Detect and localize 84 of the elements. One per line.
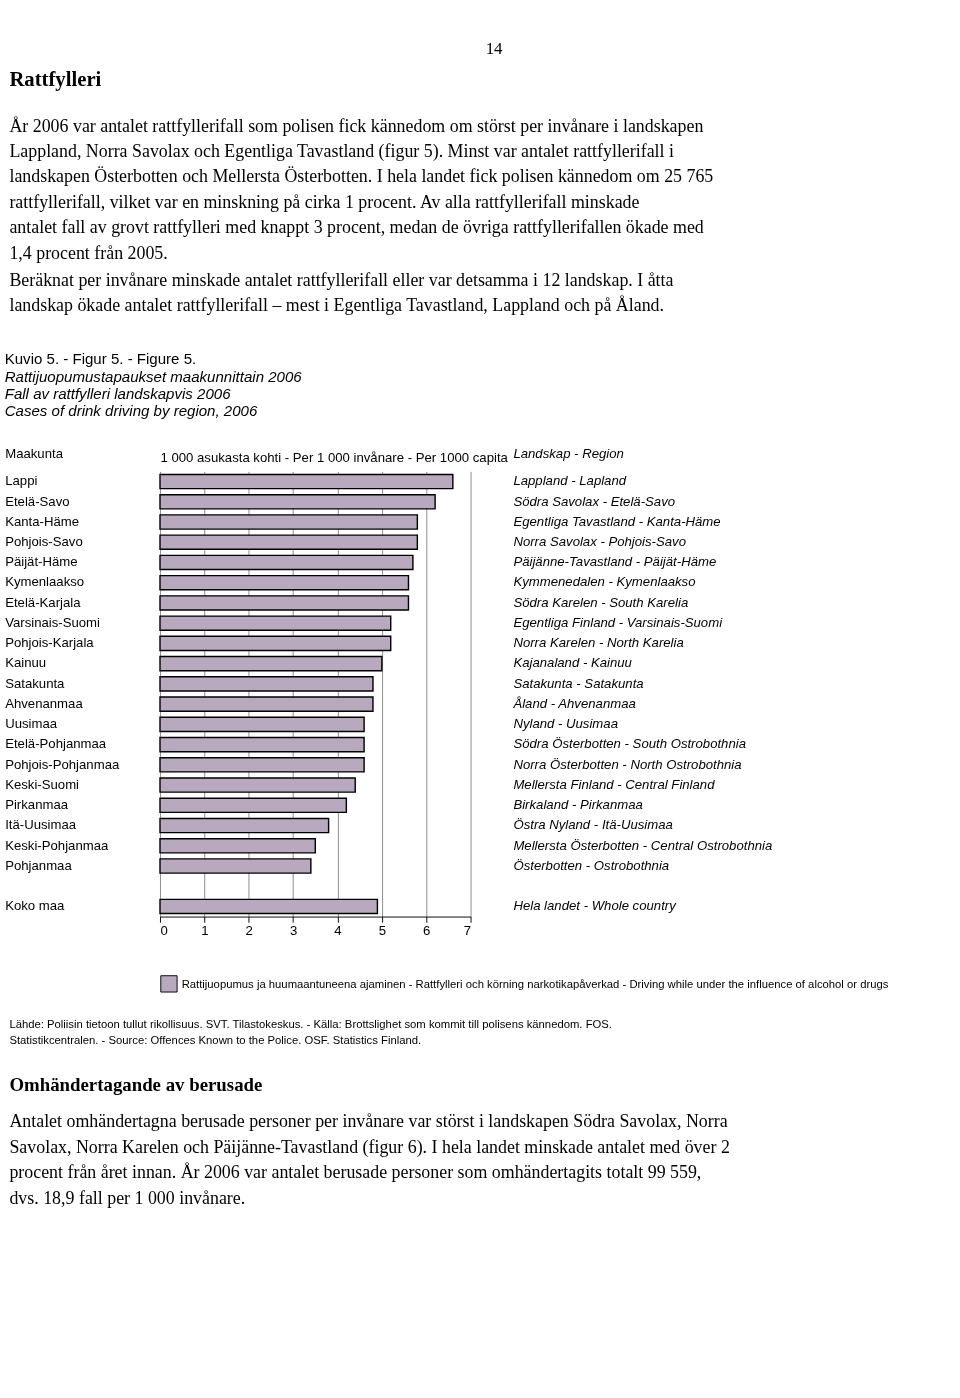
y-tick-label: Etelä-Savo	[5, 493, 70, 509]
bar	[159, 696, 374, 712]
bar	[159, 473, 454, 490]
bar	[159, 574, 410, 591]
y-tick-label: Päijät-Häme	[5, 554, 78, 570]
y-tick-label: Pohjois-Pohjanmaa	[5, 756, 120, 772]
y-tick-label: Varsinais-Suomi	[5, 614, 101, 630]
x-axis-title: 1 000 asukasta kohti - Per 1 000 invånare - Per 1000 capita	[160, 449, 509, 465]
y2-tick-label: Södra Karelen - South Karelia	[513, 594, 689, 610]
y2-tick-label: Norra Österbotten - North Ostrobothnia	[513, 756, 742, 772]
chart-subtitle: Rattijuopumustapaukset maakunnittain 2006 Fall av rattfylleri landskapvis 2006 Cases of drink driving by region, 2006	[4, 368, 303, 419]
x-tick-label: 0	[160, 922, 168, 938]
y-tick-label: Koko maa	[5, 898, 66, 914]
y2-tick-label: Lappland - Lapland	[513, 473, 627, 489]
y-tick-label: Keski-Suomi	[5, 776, 80, 792]
x-tick-label: 5	[378, 922, 386, 938]
text: År 2006 var antalet rattfyllerifall som polisen fick kännedom om störst per invånare i landskapen Lappland, Norra Savolax och Egentliga Tavastland (figur 5). Minst var antalet rattfyllerifall i landskapen Österbotten och Mellersta Österbotten. I hela landet fick polisen kännedom om 25 765 rattfyllerifall, vilket var en minskning på cirka 1 procent. Av alla rattfyllerifall minskade antalet fall av grovt rattfylleri med knappt 3 procent, medan de övriga rattfyllerifallen ökade med 1,4 procent från 2005.	[9, 115, 714, 263]
y-tick-label: Etelä-Pohjanmaa	[5, 736, 107, 752]
y-tick-label: Pirkanmaa	[5, 797, 69, 813]
bar	[159, 615, 392, 631]
text: Lähde: Poliisin tietoon tullut rikollisuus. SVT. Tilastokeskus. - Källa: Brottslighet som kommit till polisens kännedom. FOS. Statistikcentralen. - Source: Offences Known to the Police. OSF. Statistics Finland.	[9, 1017, 612, 1046]
y-tick-label: Pohjois-Savo	[5, 534, 83, 549]
chart-title: Kuvio 5. - Figur 5. - Figure 5.	[4, 350, 197, 368]
legend-label: Rattijuopumus ja huumaantuneena ajaminen - Rattfylleri och körning narkotikapåverkad - Driving while under the influence of alcohol or drugs	[181, 977, 889, 990]
y2-tick-label: Mellersta Österbotten - Central Ostrobothnia	[513, 837, 773, 853]
y2-tick-label: Östra Nyland - Itä-Uusimaa	[513, 817, 673, 833]
y-tick-label: Lappi	[5, 473, 38, 489]
y2-tick-label: Södra Österbotten - South Ostrobothnia	[513, 736, 746, 752]
text: Beräknat per invånare minskade antalet rattfyllerifall eller var detsamma i 12 landskap. I åtta landskap ökade antalet rattfyllerifall – mest i Egentliga Tavastland, Lappland och på Åland.	[9, 270, 674, 316]
y2-tick-label: Södra Savolax - Etelä-Savo	[513, 493, 676, 509]
y2-tick-label: Mellersta Finland - Central Finland	[513, 776, 716, 792]
bar	[159, 676, 374, 692]
y-tick-label: Kymenlaakso	[5, 574, 85, 590]
y-tick-label: Pohjois-Karjala	[5, 635, 95, 651]
bar	[159, 837, 316, 854]
x-tick-label: 4	[334, 922, 342, 938]
y2-tick-label: Åland - Ahvenanmaa	[512, 695, 636, 711]
bar	[159, 757, 365, 773]
bar	[159, 736, 365, 753]
y-tick-label: Kainuu	[5, 655, 47, 671]
y2-tick-label: Hela landet - Whole country	[513, 898, 678, 914]
y-tick-label: Uusimaa	[5, 716, 58, 732]
y2-tick-label: Norra Savolax - Pohjois-Savo	[513, 534, 686, 549]
y-tick-label: Etelä-Karjala	[5, 594, 82, 610]
y-axis-title: Maakunta	[5, 445, 64, 461]
bar	[159, 635, 392, 652]
bar	[159, 595, 410, 611]
bar	[159, 817, 330, 834]
y2-tick-label: Satakunta - Satakunta	[513, 675, 644, 691]
y2-axis-title: Landskap - Region	[513, 445, 624, 461]
y2-tick-label: Kymmenedalen - Kymenlaakso	[513, 574, 696, 590]
y2-tick-label: Norra Karelen - North Karelia	[513, 635, 684, 651]
y-tick-label: Pohjanmaa	[5, 857, 73, 873]
x-tick-label: 6	[423, 922, 431, 938]
y2-tick-label: Päijänne-Tavastland - Päijät-Häme	[513, 554, 717, 570]
bar	[159, 858, 312, 874]
y2-tick-label: Egentliga Tavastland - Kanta-Häme	[513, 513, 721, 529]
text: Antalet omhändertagna berusade personer per invånare var störst i landskapen Södra Savolax, Norra Savolax, Norra Karelen och Päijänne-Tavastland (figur 6). I hela landet minskade antalet med över 2 procent från året innan. År 2006 var antalet berusade personer som omhändertagits totalt 99 559, dvs. 18,9 fall per 1 000 invånare.	[9, 1111, 730, 1208]
bar	[159, 777, 356, 793]
bar	[159, 554, 414, 571]
text: Rattfylleri	[9, 68, 102, 92]
x-tick-label: 1	[201, 922, 209, 938]
x-tick-label: 2	[245, 922, 253, 938]
y2-tick-label: Kajanaland - Kainuu	[513, 655, 633, 671]
bar	[159, 716, 365, 733]
y-tick-label: Satakunta	[5, 675, 66, 691]
x-tick-label: 7	[463, 922, 472, 938]
y-tick-label: Itä-Uusimaa	[5, 817, 77, 833]
y-tick-label: Keski-Pohjanmaa	[5, 837, 109, 853]
text: Omhändertagande av berusade	[9, 1073, 263, 1095]
bar	[159, 797, 348, 814]
y2-tick-label: Österbotten - Ostrobothnia	[513, 857, 670, 873]
bar	[159, 534, 419, 551]
y-tick-label: Ahvenanmaa	[5, 695, 84, 711]
y2-tick-label: Egentliga Finland - Varsinais-Suomi	[513, 614, 724, 630]
bar	[159, 898, 379, 915]
y-tick-label: Kanta-Häme	[5, 513, 80, 529]
x-tick-label: 3	[289, 922, 298, 938]
text: 14	[485, 39, 504, 59]
bar	[159, 493, 436, 510]
y2-tick-label: Nyland - Uusimaa	[513, 716, 618, 732]
bar	[159, 655, 383, 672]
y2-tick-label: Birkaland - Pirkanmaa	[513, 797, 643, 813]
bar	[159, 514, 419, 530]
